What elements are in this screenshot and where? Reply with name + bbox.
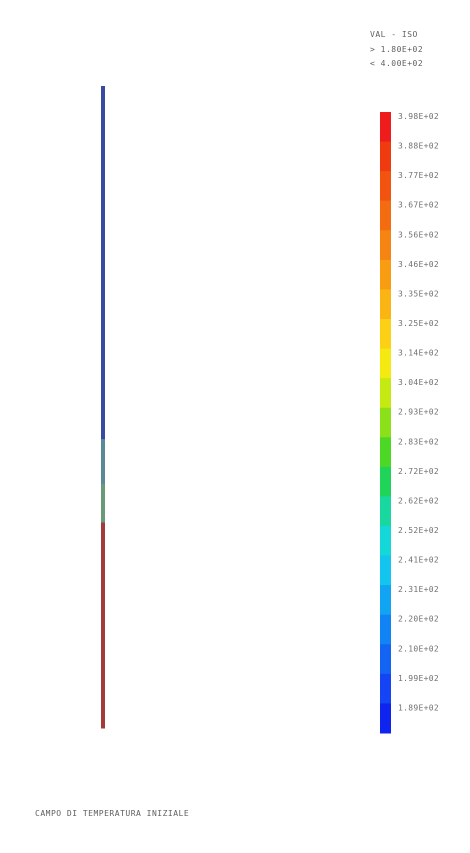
legend-label-6: 3.35E+02 [398,289,439,298]
legend-swatch-7 [380,319,391,350]
legend-swatch-6 [380,289,391,320]
legend-label-13: 2.62E+02 [398,496,439,505]
temperature-column [101,86,105,729]
column-segment-2 [101,484,105,524]
legend-swatch-0 [380,112,391,143]
legend-label-20: 1.89E+02 [398,703,439,712]
legend-label-18: 2.10E+02 [398,644,439,653]
legend-swatch-17 [380,614,391,645]
column-segment-3 [101,522,105,729]
legend-swatch-13 [380,496,391,527]
legend-label-15: 2.41E+02 [398,556,439,565]
legend-swatch-16 [380,585,391,616]
legend-swatch-19 [380,673,391,704]
legend-swatch-3 [380,200,391,231]
legend-swatch-2 [380,171,391,202]
legend-swatch-14 [380,526,391,557]
legend-label-11: 2.83E+02 [398,437,439,446]
legend-label-5: 3.46E+02 [398,260,439,269]
legend-labels: 3.98E+02 3.88E+02 3.77E+02 3.67E+02 3.56E+02… [398,112,439,712]
legend-swatch-15 [380,555,391,586]
plot-caption: CAMPO DI TEMPERATURA INIZIALE [35,809,190,818]
legend-label-16: 2.31E+02 [398,585,439,594]
legend-label-14: 2.52E+02 [398,526,439,535]
legend-label-2: 3.77E+02 [398,171,439,180]
legend-label-3: 3.67E+02 [398,201,439,210]
legend-label-7: 3.25E+02 [398,319,439,328]
legend-swatch-5 [380,259,391,290]
legend-label-12: 2.72E+02 [398,467,439,476]
legend-swatch-11 [380,437,391,468]
legend-label-10: 2.93E+02 [398,408,439,417]
legend-label-0: 3.98E+02 [398,112,439,121]
legend-swatch-4 [380,230,391,261]
legend-max-line: > 1.80E+02 [370,45,424,54]
legend-swatch-18 [380,644,391,675]
legend-swatch-12 [380,466,391,497]
legend-label-4: 3.56E+02 [398,230,439,239]
legend-swatch-10 [380,407,391,438]
legend-min-line: < 4.00E+02 [370,59,424,68]
column-segment-1 [101,439,105,485]
legend-label-1: 3.88E+02 [398,142,439,151]
legend-label-9: 3.04E+02 [398,378,439,387]
legend-label-8: 3.14E+02 [398,349,439,358]
legend-swatch-20 [380,703,391,734]
legend-header: VAL - ISO [370,30,418,39]
legend-swatch-1 [380,141,391,172]
column-segment-0 [101,86,105,440]
legend-swatch-8 [380,348,391,379]
legend-color-scale [380,112,391,734]
legend-label-19: 1.99E+02 [398,674,439,683]
legend-swatch-9 [380,378,391,409]
legend-label-17: 2.20E+02 [398,615,439,624]
